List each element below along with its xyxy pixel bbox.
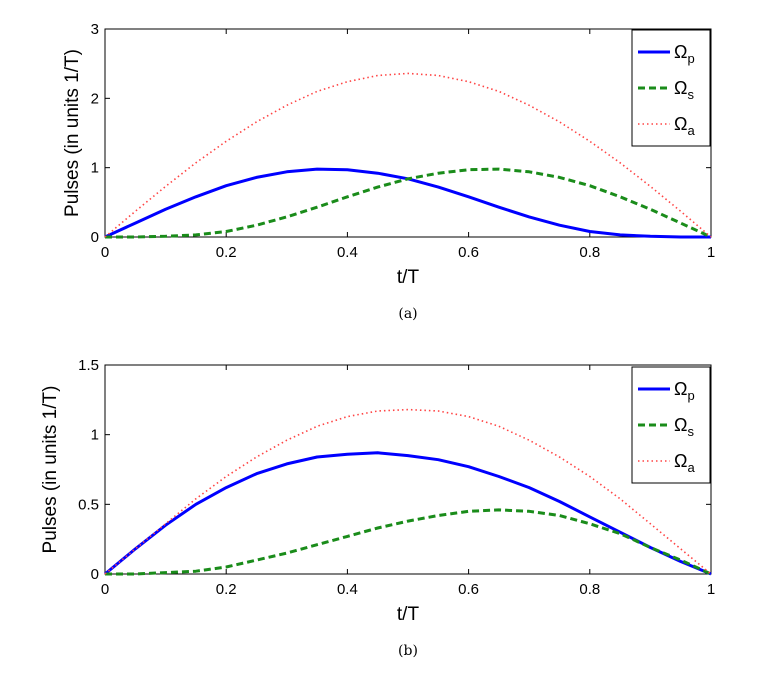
legend-entry-a: Ωa: [674, 451, 695, 475]
x-tick-label: 0.8: [579, 581, 600, 598]
x-tick-label: 0.8: [579, 244, 600, 261]
legend: Ωp Ωs Ωa: [631, 29, 711, 147]
chart-panel-a: 0 0.2 0.4 0.6 0.8 1 0 1 2 3 t/T Pulses (in units 1/…: [62, 21, 715, 322]
x-tick-label: 0.2: [216, 581, 237, 598]
x-tick-label: 0: [101, 581, 109, 598]
y-axis-label: Pulses (in units 1/T): [40, 386, 61, 554]
series-line-a: [104, 408, 712, 575]
x-tick-label: 0.4: [337, 244, 358, 261]
series-line-a: [104, 72, 712, 238]
plot-frame: [104, 28, 712, 238]
legend-entry-s: Ωs: [674, 78, 694, 102]
plot-frame: [104, 364, 712, 575]
y-tick-label: 3: [91, 21, 99, 38]
x-tick-label: 0.6: [458, 244, 479, 261]
y-tick-label: 0: [91, 566, 99, 583]
x-tick-label: 1: [707, 581, 715, 598]
y-tick-label: 1.5: [78, 357, 99, 374]
x-tick-label: 0.6: [458, 581, 479, 598]
chart-panel-b: 0 0.2 0.4 0.6 0.8 1 0 0.5 1 1.5 t/T Pulses (in unit…: [40, 357, 715, 659]
legend-entry-a: Ωa: [674, 114, 695, 138]
panel-caption: (a): [398, 306, 417, 322]
y-tick-label: 1: [91, 427, 99, 444]
y-tick-label: 1: [91, 160, 99, 177]
legend-entry-p: Ωp: [674, 379, 695, 403]
x-axis-label: t/T: [397, 604, 420, 625]
x-tick-label: 0: [101, 244, 109, 261]
y-axis-label: Pulses (in units 1/T): [62, 49, 83, 217]
panel-caption: (b): [398, 643, 418, 659]
series-line-s: [105, 508, 712, 576]
x-tick-label: 0.2: [216, 244, 237, 261]
series-line-s: [105, 167, 712, 239]
y-tick-label: 0: [91, 229, 99, 246]
x-axis-label: t/T: [397, 267, 420, 288]
y-tick-label: 2: [91, 90, 99, 107]
legend-entry-p: Ωp: [674, 42, 695, 66]
y-tick-label: 0.5: [78, 496, 99, 513]
legend: Ωp Ωs Ωa: [631, 366, 711, 484]
series-line-p: [104, 451, 712, 576]
legend-entry-s: Ωs: [674, 415, 694, 439]
x-tick-label: 0.4: [337, 581, 358, 598]
x-tick-label: 1: [707, 244, 715, 261]
